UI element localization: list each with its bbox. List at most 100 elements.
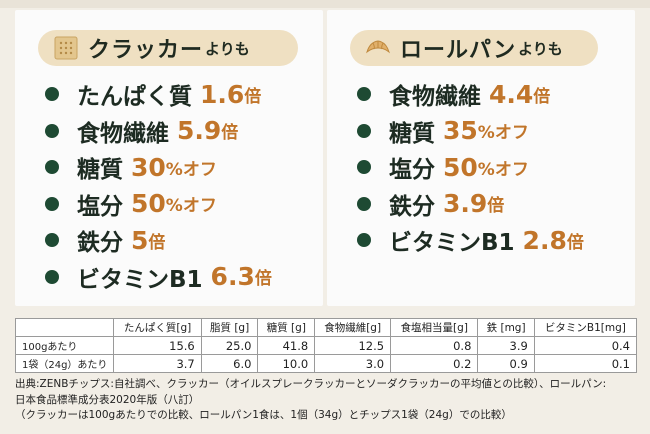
column-header: 食塩相当量[g] — [390, 318, 479, 337]
bullet-icon — [45, 160, 59, 175]
nutrient-unit: %オフ — [477, 159, 529, 180]
nutrient-label: 食物繊維 — [389, 84, 481, 111]
nutrient-value: 3.9 — [443, 189, 488, 219]
list-item: 食物繊維 5.9 倍 — [45, 113, 272, 150]
table-cell: 6.0 — [200, 354, 259, 373]
cracker-benefit-list: たんぱく質 1.6 倍 食物繊維 5.9 倍 糖質 30 %オフ 塩分 50 %オフ 鉄分 5 倍 … — [45, 76, 272, 295]
table-cell: 0.8 — [390, 336, 479, 355]
nutrient-value: 50 — [443, 152, 478, 182]
nutrient-label: 鉄分 — [77, 230, 123, 257]
table-cell: 0.4 — [533, 336, 638, 355]
list-item: ビタミンB1 2.8 倍 — [357, 222, 584, 259]
table-cell: 0.9 — [477, 354, 535, 373]
cracker-comparison-panel: クラッカー よりも たんぱく質 1.6 倍 食物繊維 5.9 倍 糖質 30 %オフ 塩分 5… — [15, 10, 323, 306]
nutrient-unit: 倍 — [566, 232, 584, 253]
nutrient-label: ビタミンB1 — [77, 266, 203, 293]
nutrient-value: 6.3 — [210, 262, 255, 292]
column-header: 鉄 [mg] — [477, 318, 535, 337]
column-header: 食物繊維[g] — [314, 318, 392, 337]
table-cell: 25.0 — [200, 336, 259, 355]
column-header: ビタミンB1[mg] — [533, 318, 638, 337]
cracker-header-pill: クラッカー よりも — [38, 30, 298, 66]
rollbread-header-suffix: よりも — [518, 39, 563, 58]
list-item: 塩分 50 %オフ — [357, 149, 584, 186]
rollbread-benefit-list: 食物繊維 4.4 倍 糖質 35 %オフ 塩分 50 %オフ 鉄分 3.9 倍 ビタミンB1 2.… — [357, 76, 584, 259]
nutrient-label: 糖質 — [77, 157, 123, 184]
row-label: 1袋（24g）あたり — [14, 354, 115, 373]
bullet-icon — [357, 123, 371, 138]
nutrient-unit: 倍 — [148, 232, 166, 253]
list-item: たんぱく質 1.6 倍 — [45, 76, 272, 113]
table-cell: 15.6 — [113, 336, 202, 355]
nutrient-unit: 倍 — [254, 269, 272, 290]
table-cell: 3.7 — [113, 354, 202, 373]
nutrient-unit: 倍 — [244, 86, 262, 107]
table-cell: 0.2 — [390, 354, 479, 373]
nutrient-value: 4.4 — [489, 79, 534, 109]
table-cell: 41.8 — [257, 336, 316, 355]
nutrient-label: ビタミンB1 — [389, 230, 515, 257]
source-notes: 出典:ZENBチップス:自社調べ、クラッカー（オイルスプレークラッカーとソーダク… — [15, 377, 640, 424]
nutrient-unit: 倍 — [221, 123, 239, 144]
table-cell: 10.0 — [257, 354, 316, 373]
nutrient-unit: %オフ — [165, 196, 217, 217]
top-strip — [0, 0, 650, 8]
nutrition-table: たんぱく質[g] 脂質 [g] 糖質 [g] 食物繊維[g] 食塩相当量[g] … — [14, 318, 638, 373]
nutrient-unit: %オフ — [477, 123, 529, 144]
cracker-header-title: クラッカー — [88, 38, 204, 63]
bullet-icon — [45, 196, 59, 211]
table-row: 100gあたり 15.6 25.0 41.8 12.5 0.8 3.9 0.4 — [14, 336, 638, 355]
row-label: 100gあたり — [14, 336, 115, 355]
nutrient-unit: 倍 — [533, 86, 551, 107]
nutrient-label: 食物繊維 — [77, 120, 169, 147]
table-cell: 3.9 — [477, 336, 535, 355]
table-header-row: たんぱく質[g] 脂質 [g] 糖質 [g] 食物繊維[g] 食塩相当量[g] … — [14, 318, 638, 337]
nutrient-value: 1.6 — [200, 79, 245, 109]
source-note-line: 出典:ZENBチップス:自社調べ、クラッカー（オイルスプレークラッカーとソーダク… — [15, 378, 607, 390]
nutrient-label: たんぱく質 — [77, 84, 192, 111]
list-item: 食物繊維 4.4 倍 — [357, 76, 584, 113]
bullet-icon — [357, 87, 371, 102]
cracker-header-suffix: よりも — [205, 39, 250, 58]
table-cell: 0.1 — [533, 354, 638, 373]
nutrient-label: 鉄分 — [389, 193, 435, 220]
column-header: たんぱく質[g] — [113, 318, 202, 337]
nutrient-value: 50 — [131, 189, 166, 219]
table-cell: 12.5 — [314, 336, 392, 355]
croissant-icon — [366, 40, 390, 54]
comparison-note: （クラッカーは100gあたりでの比較、ロールパン1食は、1個（34g）とチップス… — [15, 409, 512, 421]
table-corner-cell — [14, 318, 115, 337]
list-item: 鉄分 5 倍 — [45, 222, 272, 259]
bullet-icon — [45, 123, 59, 138]
nutrient-value: 2.8 — [522, 225, 567, 255]
nutrient-label: 塩分 — [389, 157, 435, 184]
table-cell: 3.0 — [314, 354, 392, 373]
list-item: 糖質 35 %オフ — [357, 113, 584, 150]
list-item: 糖質 30 %オフ — [45, 149, 272, 186]
bullet-icon — [45, 269, 59, 284]
list-item: ビタミンB1 6.3 倍 — [45, 259, 272, 296]
bullet-icon — [45, 87, 59, 102]
bullet-icon — [357, 160, 371, 175]
rollbread-header-title: ロールパン — [400, 38, 517, 63]
cracker-icon — [54, 36, 78, 60]
table-row: 1袋（24g）あたり 3.7 6.0 10.0 3.0 0.2 0.9 0.1 — [14, 354, 638, 373]
rollbread-comparison-panel: ロールパン よりも 食物繊維 4.4 倍 糖質 35 %オフ 塩分 50 %オフ 鉄分 3.9… — [327, 10, 635, 306]
nutrient-value: 35 — [443, 116, 478, 146]
nutrient-value: 30 — [131, 152, 166, 182]
nutrient-label: 塩分 — [77, 193, 123, 220]
nutrient-value: 5 — [131, 225, 149, 255]
column-header: 脂質 [g] — [200, 318, 259, 337]
rollbread-header-pill: ロールパン よりも — [350, 30, 598, 66]
column-header: 糖質 [g] — [257, 318, 316, 337]
bullet-icon — [45, 233, 59, 248]
bullet-icon — [357, 233, 371, 248]
nutrient-unit: 倍 — [487, 196, 505, 217]
nutrient-value: 5.9 — [177, 116, 222, 146]
nutrient-label: 糖質 — [389, 120, 435, 147]
bullet-icon — [357, 196, 371, 211]
source-note-line: 日本食品標準成分表2020年版（八訂） — [15, 393, 200, 406]
nutrient-unit: %オフ — [165, 159, 217, 180]
list-item: 鉄分 3.9 倍 — [357, 186, 584, 223]
list-item: 塩分 50 %オフ — [45, 186, 272, 223]
